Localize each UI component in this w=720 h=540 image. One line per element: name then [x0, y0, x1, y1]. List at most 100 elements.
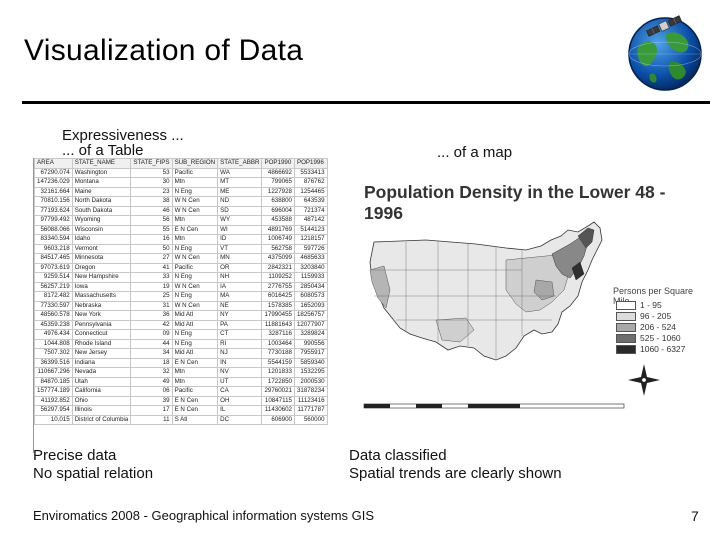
- table-cell: Indiana: [71, 357, 132, 368]
- table-cell: Vermont: [71, 243, 132, 254]
- table-cell: 2842321: [261, 262, 295, 273]
- table-cell: Mtn: [171, 177, 219, 188]
- legend-label: 525 - 1060: [640, 333, 681, 343]
- table-cell: 11123416: [293, 395, 328, 406]
- table-cell: 32: [130, 367, 173, 378]
- table-cell: 453588: [261, 215, 295, 226]
- table-cell: 83340.594: [34, 234, 73, 245]
- table-cell: 70810.156: [34, 196, 73, 207]
- table-header-cell: POP1996: [293, 158, 328, 169]
- table-cell: 2776755: [261, 281, 295, 292]
- table-cell: W N Cen: [171, 281, 219, 292]
- table-cell: 16: [130, 234, 173, 245]
- table-cell: ID: [217, 234, 263, 245]
- table-cell: Mtn: [171, 234, 219, 245]
- table-row: 97799.492 Wyoming 56 Mtn WY 453588 487142: [34, 215, 328, 226]
- table-cell: MA: [217, 291, 263, 302]
- table-cell: N Eng: [171, 329, 219, 340]
- table-row: 45359.238 Pennsylvania 42 Mid Atl PA 11881643…: [34, 319, 328, 330]
- table-cell: 1578385: [261, 300, 295, 311]
- table-cell: Nevada: [71, 367, 132, 378]
- table-cell: 53: [130, 167, 173, 178]
- table-cell: 7955917: [293, 348, 328, 359]
- table-cell: IA: [217, 281, 263, 292]
- table-cell: Wyoming: [71, 215, 132, 226]
- table-cell: 562758: [261, 243, 295, 254]
- table-cell: 1201833: [261, 367, 295, 378]
- legend-item: 525 - 1060: [616, 333, 685, 343]
- table-cell: 696004: [261, 205, 295, 216]
- table-cell: 597726: [293, 243, 328, 254]
- table-cell: Minnesota: [71, 253, 132, 264]
- table-cell: RI: [217, 338, 263, 349]
- table-cell: 46: [130, 205, 173, 216]
- legend-swatch: [616, 344, 636, 354]
- table-cell: E N Cen: [171, 357, 219, 368]
- table-cell: 1003464: [261, 338, 295, 349]
- table-cell: 4976.434: [34, 329, 73, 340]
- table-cell: Pacific: [171, 167, 219, 178]
- table-caption-line2: No spatial relation: [33, 465, 154, 482]
- table-cell: 09: [130, 329, 173, 340]
- table-cell: PA: [217, 319, 263, 330]
- table-cell: W N Cen: [171, 300, 219, 311]
- table-cell: 1218157: [293, 234, 328, 245]
- table-cell: North Dakota: [71, 196, 132, 207]
- table-cell: Wisconsin: [71, 224, 132, 235]
- table-cell: 10.015: [34, 414, 73, 425]
- table-header-cell: STATE_NAME: [71, 158, 132, 169]
- legend-swatch: [616, 300, 636, 310]
- table-cell: 1722850: [261, 376, 295, 387]
- table-cell: 11430602: [261, 405, 295, 416]
- table-cell: NJ: [217, 348, 263, 359]
- table-cell: 4891769: [261, 224, 295, 235]
- table-cell: 157774.189: [34, 386, 73, 397]
- table-cell: OR: [217, 262, 263, 273]
- table-cell: 9259.514: [34, 272, 73, 283]
- table-cell: ND: [217, 196, 263, 207]
- table-cell: 4375099: [261, 253, 295, 264]
- map-caption-line1: Data classified: [349, 447, 447, 464]
- table-cell: 799065: [261, 177, 295, 188]
- table-cell: 84517.465: [34, 253, 73, 264]
- table-cell: 36: [130, 310, 173, 321]
- table-cell: Nebraska: [71, 300, 132, 311]
- table-row: 48560.578 New York 36 Mid Atl NY 17990455 1825…: [34, 310, 328, 321]
- table-cell: Pennsylvania: [71, 319, 132, 330]
- table-cell: WA: [217, 167, 263, 178]
- table-cell: 97799.492: [34, 215, 73, 226]
- table-cell: 5533413: [293, 167, 328, 178]
- table-cell: NY: [217, 310, 263, 321]
- legend-swatch: [616, 333, 636, 343]
- table-cell: ME: [217, 186, 263, 197]
- table-cell: IN: [217, 357, 263, 368]
- table-cell: 45359.238: [34, 319, 73, 330]
- table-row: 9259.514 New Hampshire 33 N Eng NH 1109252 115…: [34, 272, 328, 283]
- table-cell: 4866692: [261, 167, 295, 178]
- table-cell: 606900: [261, 414, 295, 425]
- table-row: 56297.954 Illinois 17 E N Cen IL 11430602 1177…: [34, 405, 328, 416]
- table-header-cell: SUB_REGION: [171, 158, 219, 169]
- table-cell: NV: [217, 367, 263, 378]
- table-cell: 38: [130, 196, 173, 207]
- table-cell: 1532295: [293, 367, 328, 378]
- table-cell: Mtn: [171, 367, 219, 378]
- attribute-table: AREA STATE_NAME STATE_FIPS SUB_REGION STATE_…: [34, 158, 328, 425]
- globe-satellite-icon: [628, 15, 702, 91]
- table-cell: 41192.852: [34, 395, 73, 406]
- table-row: 157774.189 California 06 Pacific CA 29760021 3…: [34, 386, 328, 397]
- table-heading-line2: ... of a Table: [62, 142, 144, 159]
- table-cell: 67290.074: [34, 167, 73, 178]
- table-cell: District of Columbia: [71, 414, 132, 425]
- table-cell: OH: [217, 395, 263, 406]
- table-cell: 3203840: [293, 262, 328, 273]
- compass-rose-icon: [628, 364, 660, 396]
- table-cell: 1254465: [293, 186, 328, 197]
- table-cell: W N Cen: [171, 205, 219, 216]
- table-cell: N Eng: [171, 338, 219, 349]
- table-cell: DC: [217, 414, 263, 425]
- table-cell: 56297.954: [34, 405, 73, 416]
- table-row: 7507.302 New Jersey 34 Mid Atl NJ 7730188 7955…: [34, 348, 328, 359]
- table-cell: 3289824: [293, 329, 328, 340]
- table-cell: California: [71, 386, 132, 397]
